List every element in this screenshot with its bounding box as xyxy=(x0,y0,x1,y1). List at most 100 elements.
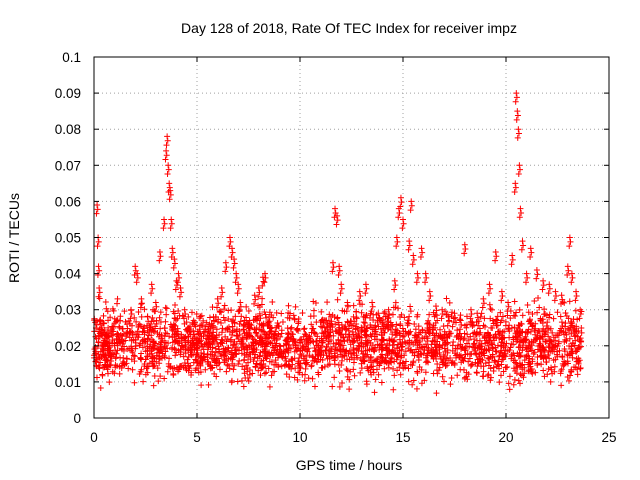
band-point xyxy=(358,327,365,334)
data-point xyxy=(138,300,145,307)
data-point xyxy=(229,245,236,252)
band-point xyxy=(313,358,320,365)
band-point xyxy=(504,348,511,355)
data-point xyxy=(534,271,541,278)
data-point xyxy=(153,303,160,310)
data-point xyxy=(509,252,516,259)
band-point xyxy=(175,340,182,347)
data-point xyxy=(240,326,247,333)
data-point xyxy=(165,166,172,173)
band-point xyxy=(120,354,127,361)
band-point xyxy=(286,314,293,321)
band-point xyxy=(250,339,257,346)
band-point xyxy=(496,379,503,386)
y-tick-label: 0.04 xyxy=(55,267,82,282)
data-point xyxy=(473,318,480,325)
band-point xyxy=(182,343,189,350)
band-point xyxy=(246,371,253,378)
data-point xyxy=(132,263,139,270)
band-point xyxy=(222,351,229,358)
data-point xyxy=(546,285,553,292)
band-point xyxy=(113,331,120,338)
data-point xyxy=(409,261,416,268)
band-point xyxy=(351,372,358,379)
band-point xyxy=(206,314,213,321)
band-point xyxy=(454,345,461,352)
band-point xyxy=(372,333,379,340)
data-point xyxy=(480,295,487,302)
data-point xyxy=(518,246,525,253)
band-point xyxy=(306,352,313,359)
band-point xyxy=(165,363,172,370)
band-point xyxy=(99,371,106,378)
band-point xyxy=(424,320,431,327)
data-point xyxy=(117,340,124,347)
band-point xyxy=(413,385,420,392)
data-point xyxy=(169,249,176,256)
data-point xyxy=(408,202,415,209)
band-point xyxy=(135,322,142,329)
band-point xyxy=(486,359,493,366)
band-point xyxy=(174,330,181,337)
band-point xyxy=(387,358,394,365)
band-point xyxy=(222,333,229,340)
band-point xyxy=(141,363,148,370)
y-tick-label: 0.1 xyxy=(62,50,81,65)
band-point xyxy=(498,372,505,379)
band-point xyxy=(216,331,223,338)
band-point xyxy=(93,374,100,381)
band-point xyxy=(199,342,206,349)
data-point xyxy=(558,300,565,307)
data-point xyxy=(450,318,457,325)
band-point xyxy=(170,372,177,379)
band-point xyxy=(517,380,524,387)
band-point xyxy=(418,366,425,373)
data-point xyxy=(334,217,341,224)
data-point xyxy=(107,353,114,360)
band-point xyxy=(516,329,523,336)
data-point xyxy=(167,191,174,198)
band-point xyxy=(325,317,332,324)
data-point xyxy=(222,268,229,275)
band-point xyxy=(473,351,480,358)
band-point xyxy=(154,345,161,352)
band-point xyxy=(244,368,251,375)
band-point xyxy=(517,362,524,369)
band-point xyxy=(278,310,285,317)
band-point xyxy=(558,382,565,389)
data-point xyxy=(255,293,262,300)
data-point xyxy=(303,361,310,368)
band-point xyxy=(346,347,353,354)
band-point xyxy=(352,326,359,333)
band-point xyxy=(425,317,432,324)
band-point xyxy=(541,306,548,313)
band-point xyxy=(228,379,235,386)
band-point xyxy=(236,357,243,364)
band-point xyxy=(566,343,573,350)
band-point xyxy=(504,363,511,370)
band-point xyxy=(454,327,461,334)
data-point xyxy=(394,238,401,245)
band-point xyxy=(245,359,252,366)
data-point xyxy=(259,282,266,289)
band-point xyxy=(564,351,571,358)
band-point xyxy=(564,358,571,365)
band-point xyxy=(332,320,339,327)
band-point xyxy=(369,342,376,349)
band-point xyxy=(529,356,536,363)
band-point xyxy=(268,372,275,379)
data-point xyxy=(266,313,273,320)
band-point xyxy=(198,321,205,328)
data-point xyxy=(567,238,574,245)
band-point xyxy=(458,359,465,366)
band-point xyxy=(229,356,236,363)
chart-title: Day 128 of 2018, Rate Of TEC Index for r… xyxy=(181,20,517,36)
data-point xyxy=(508,261,515,268)
band-point xyxy=(299,309,306,316)
band-point xyxy=(539,319,546,326)
band-point xyxy=(211,352,218,359)
band-point xyxy=(192,356,199,363)
band-point xyxy=(486,301,493,308)
band-point xyxy=(161,343,168,350)
band-point xyxy=(95,339,102,346)
